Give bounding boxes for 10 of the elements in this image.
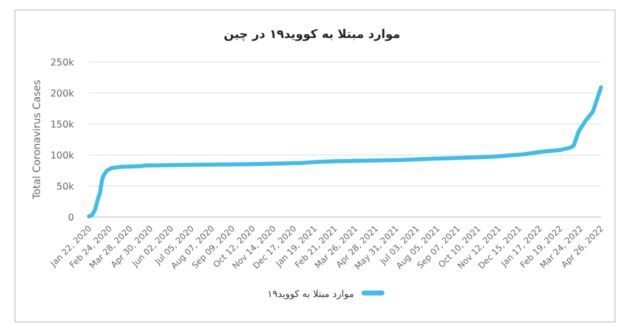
chart-title: موارد مبتلا به کووید۱۹ در چین (224, 27, 400, 41)
y-tick-label: 100k (50, 150, 74, 162)
y-tick-label: 0 (68, 212, 74, 224)
legend-label: موارد مبتلا به کووید۱۹ (267, 289, 354, 300)
y-tick-label: 200k (50, 88, 74, 100)
line-series (87, 85, 603, 218)
y-tick-label: 50k (56, 182, 74, 192)
y-tick-label: 250k (50, 58, 74, 68)
y-axis-title: Total Coronavirus Cases (32, 80, 43, 200)
y-tick-label: 150k (50, 120, 74, 130)
